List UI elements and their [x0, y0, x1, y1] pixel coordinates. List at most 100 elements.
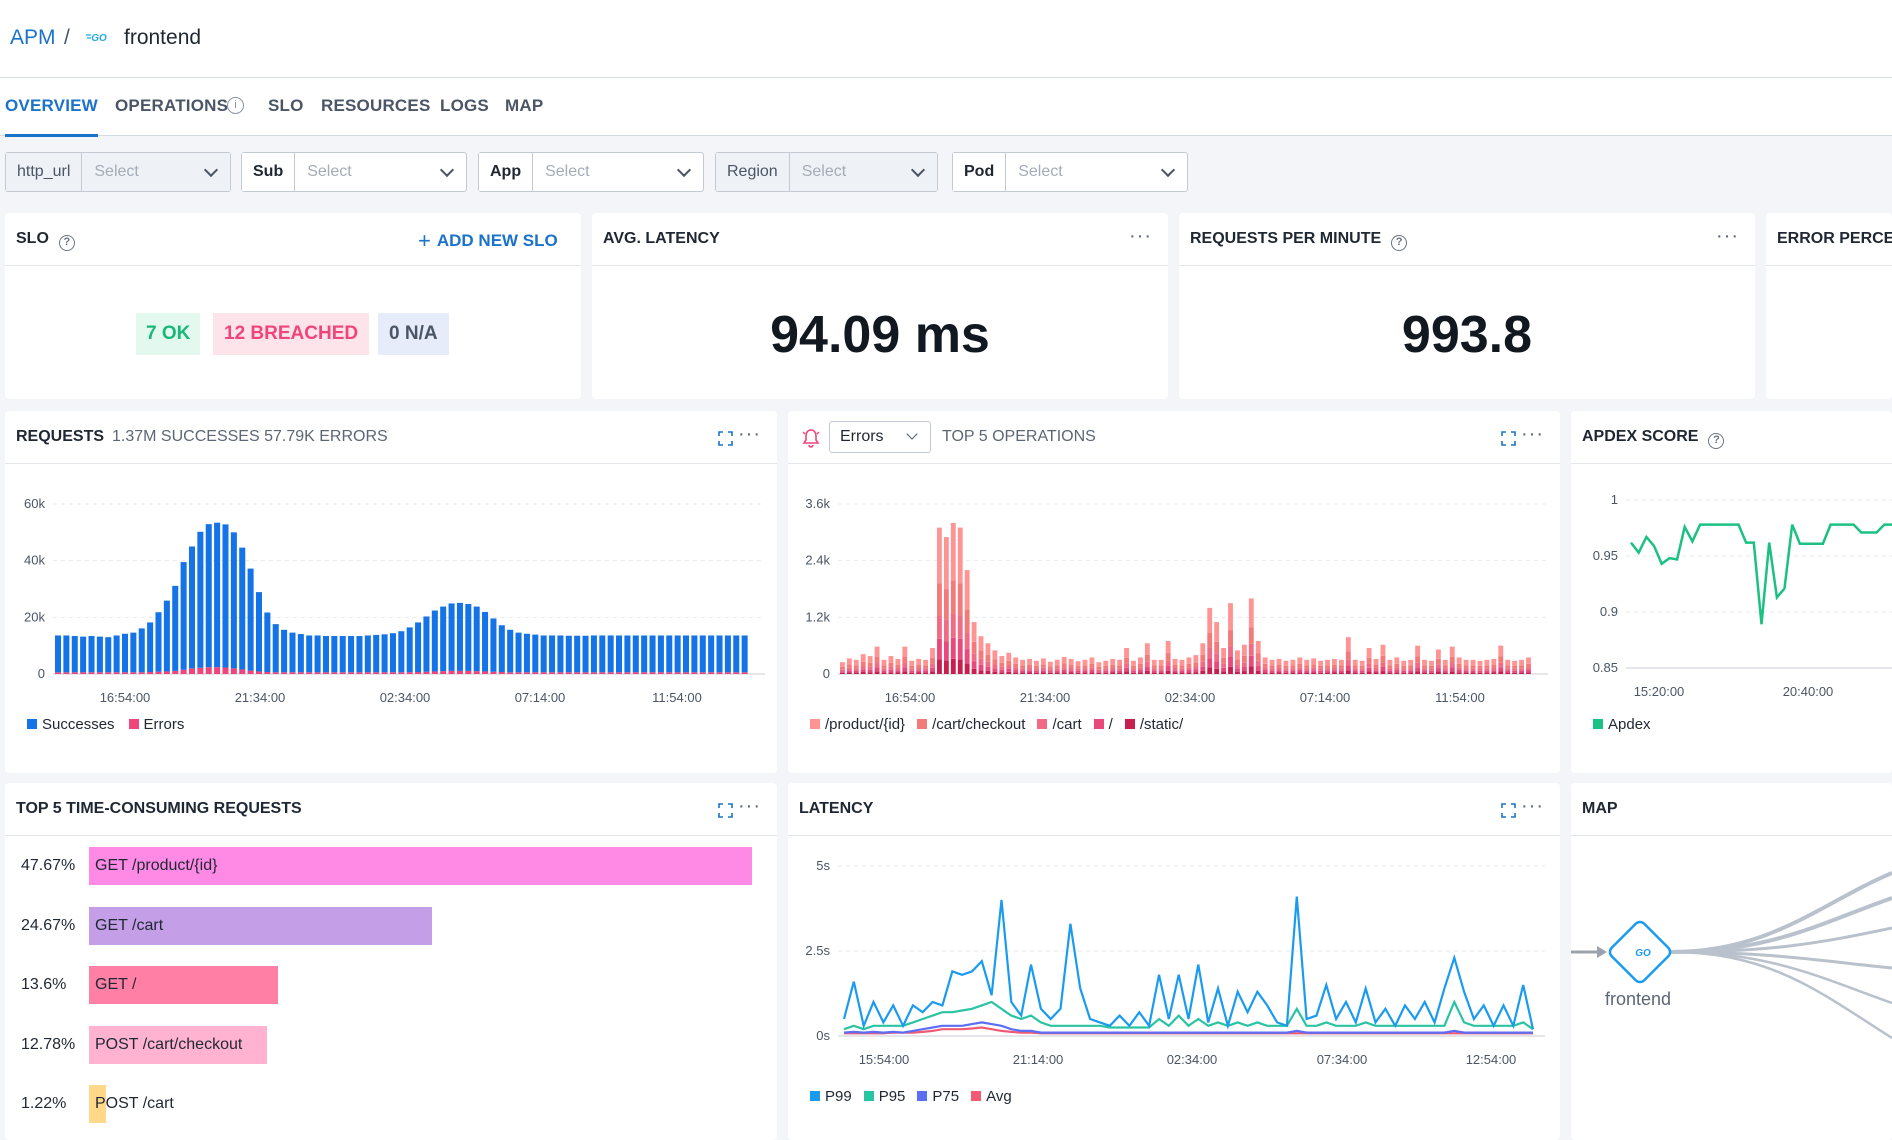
filter-http-url[interactable]: http_url Select	[5, 152, 231, 192]
operation-bar-segment	[1276, 664, 1282, 668]
operation-bar-segment	[1449, 646, 1455, 658]
filter-select[interactable]: Select	[82, 153, 230, 191]
operation-bar-segment	[1047, 671, 1053, 673]
operation-bar-segment	[1373, 664, 1379, 668]
legend-item[interactable]: Apdex	[1593, 716, 1651, 733]
operation-bar-segment	[1491, 658, 1497, 665]
filter-region[interactable]: Region Select	[715, 152, 938, 192]
slo-na-badge[interactable]: 0 N/A	[378, 313, 449, 355]
operation-bar-segment	[1318, 668, 1324, 671]
legend-item[interactable]: Avg	[971, 1088, 1012, 1105]
operation-bar-segment	[1262, 657, 1268, 664]
filter-select[interactable]: Select	[1018, 163, 1063, 180]
operation-bar-segment	[1137, 672, 1143, 674]
operation-bar-segment	[999, 662, 1005, 667]
latency-panel: LATENCY ··· 0s 2.5s 5s 15:54:00 21:14:00 02:3…	[788, 783, 1560, 1140]
slo-breached-badge[interactable]: 12 BREACHED	[213, 313, 370, 355]
operation-bar-segment	[1172, 667, 1178, 671]
breadcrumb-apm-link[interactable]: APM	[10, 26, 56, 49]
operation-bar-segment	[1380, 644, 1386, 656]
list-item[interactable]: 12.78% POST /cart/checkout	[5, 1025, 777, 1064]
errors-bar	[733, 672, 740, 674]
legend-item[interactable]: Successes	[27, 716, 115, 733]
legend-item[interactable]: /cart	[1037, 716, 1082, 733]
operation-bar-segment	[1117, 665, 1123, 669]
operation-bar-segment	[1255, 670, 1261, 674]
operation-bar-segment	[957, 659, 963, 674]
expand-icon[interactable]	[1501, 431, 1516, 446]
operation-bar-segment	[1325, 672, 1330, 674]
filter-sub[interactable]: Sub Select	[241, 152, 467, 192]
help-icon[interactable]: ?	[1391, 235, 1408, 251]
operation-bar-segment	[1255, 653, 1261, 661]
slo-ok-badge[interactable]: 7 OK	[136, 313, 201, 355]
more-options-icon[interactable]: ···	[1521, 795, 1544, 817]
successes-bar	[214, 522, 221, 668]
list-item[interactable]: 47.67% GET /product/{id}	[5, 847, 777, 885]
operation-bar-segment	[1200, 661, 1206, 667]
tab-slo[interactable]: SLO	[268, 96, 304, 115]
tab-resources[interactable]: RESOURCES	[321, 96, 431, 115]
successes-bar	[733, 635, 740, 673]
list-item[interactable]: 1.22% POST /cart	[5, 1085, 777, 1123]
successes-bar	[699, 635, 706, 673]
operation-bar-segment	[985, 666, 991, 671]
operation-bar-segment	[874, 671, 880, 674]
operation-bar-segment	[1435, 658, 1441, 665]
more-options-icon[interactable]: ···	[1521, 423, 1544, 445]
legend-item[interactable]: /product/{id}	[810, 716, 905, 733]
filter-pod[interactable]: Pod Select	[952, 152, 1188, 192]
operation-bar-segment	[1491, 664, 1497, 668]
operation-bar-segment	[1456, 667, 1462, 671]
service-node[interactable]: GO	[1607, 919, 1672, 984]
successes-bar	[398, 631, 405, 673]
errors-bar	[674, 672, 681, 674]
legend-item[interactable]: /	[1093, 716, 1113, 733]
tab-overview[interactable]: OVERVIEW	[5, 96, 98, 137]
legend-item[interactable]: /static/	[1124, 716, 1183, 733]
operation-bar-segment	[1470, 668, 1476, 671]
operation-bar-segment	[1311, 672, 1317, 674]
operation-bar-segment	[1034, 668, 1039, 671]
more-options-icon[interactable]: ···	[738, 423, 761, 445]
more-options-icon[interactable]: ···	[738, 795, 761, 817]
legend-item[interactable]: P99	[810, 1088, 852, 1105]
operation-bar-segment	[1040, 667, 1046, 671]
legend-item[interactable]: P95	[863, 1088, 905, 1105]
expand-icon[interactable]	[1501, 803, 1516, 818]
help-icon[interactable]: ?	[58, 235, 75, 251]
operation-bar-segment	[1519, 665, 1524, 669]
operation-bar-segment	[1047, 666, 1053, 670]
operation-bar-segment	[1034, 672, 1039, 674]
tab-map[interactable]: MAP	[505, 96, 544, 115]
filter-select[interactable]: Select	[545, 163, 590, 180]
filter-select[interactable]: Select	[789, 153, 937, 191]
filter-app[interactable]: App Select	[478, 152, 704, 192]
list-item[interactable]: 13.6% GET /	[5, 966, 777, 1004]
legend-item[interactable]: Errors	[128, 716, 184, 733]
alert-bell-icon[interactable]	[802, 428, 820, 448]
operations-metric-dropdown[interactable]: Errors	[829, 421, 931, 453]
successes-bar	[415, 622, 422, 673]
operation-bar-segment	[1415, 656, 1421, 663]
operation-bar-segment	[1089, 670, 1095, 673]
info-icon[interactable]: i	[227, 97, 244, 114]
legend-item[interactable]: /cart/checkout	[917, 716, 1025, 733]
help-icon[interactable]: ?	[1708, 433, 1725, 449]
tab-operations[interactable]: OPERATIONS	[115, 96, 229, 115]
operation-bar-segment	[1359, 670, 1365, 673]
operation-bar-segment	[971, 661, 977, 669]
filter-select[interactable]: Select	[307, 163, 352, 180]
more-options-icon[interactable]: ···	[1129, 225, 1152, 247]
expand-icon[interactable]	[718, 803, 733, 818]
operation-bar-segment	[1498, 667, 1504, 672]
expand-icon[interactable]	[718, 431, 733, 446]
add-new-slo-button[interactable]: + ADD NEW SLO	[418, 228, 558, 253]
operation-bar-segment	[1394, 663, 1400, 668]
tab-logs[interactable]: LOGS	[440, 96, 489, 115]
list-item[interactable]: 24.67% GET /cart	[5, 906, 777, 945]
operation-bar-segment	[1449, 663, 1455, 668]
more-options-icon[interactable]: ···	[1716, 225, 1739, 247]
errors-bar	[289, 672, 296, 674]
legend-item[interactable]: P75	[917, 1088, 959, 1105]
